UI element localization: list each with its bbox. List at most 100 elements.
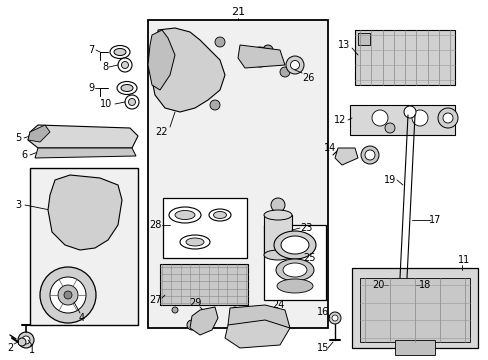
Circle shape: [263, 45, 272, 55]
Ellipse shape: [169, 207, 201, 223]
Circle shape: [209, 100, 220, 110]
Bar: [30, 168, 138, 325]
Circle shape: [64, 291, 72, 299]
Circle shape: [121, 62, 128, 68]
Polygon shape: [35, 148, 136, 158]
Circle shape: [169, 79, 181, 91]
Bar: [160, 264, 247, 305]
Polygon shape: [48, 175, 122, 250]
Text: 1: 1: [29, 345, 35, 355]
Circle shape: [437, 108, 457, 128]
Bar: [349, 105, 454, 135]
Text: 16: 16: [316, 307, 328, 317]
Circle shape: [411, 110, 427, 126]
Circle shape: [290, 60, 299, 69]
Circle shape: [406, 282, 412, 288]
Circle shape: [82, 207, 88, 213]
Bar: [354, 30, 454, 85]
Polygon shape: [152, 28, 224, 112]
Text: 12: 12: [333, 115, 346, 125]
Circle shape: [125, 95, 139, 109]
Ellipse shape: [114, 49, 126, 55]
Polygon shape: [190, 307, 218, 335]
Text: 14: 14: [323, 143, 335, 153]
Text: 7: 7: [88, 45, 94, 55]
Text: 10: 10: [100, 99, 112, 109]
Circle shape: [174, 52, 209, 88]
Text: 24: 24: [271, 300, 284, 310]
Text: 15: 15: [316, 343, 328, 353]
Bar: [359, 278, 469, 342]
Ellipse shape: [264, 250, 291, 260]
Bar: [394, 340, 434, 355]
Ellipse shape: [264, 210, 291, 220]
Circle shape: [364, 150, 374, 160]
Ellipse shape: [180, 235, 209, 249]
Circle shape: [270, 198, 285, 212]
Text: 13: 13: [337, 40, 349, 50]
Bar: [163, 198, 246, 258]
Circle shape: [403, 106, 415, 118]
Ellipse shape: [110, 45, 130, 59]
Text: 11: 11: [457, 255, 469, 265]
Text: 9: 9: [88, 83, 94, 93]
Text: 28: 28: [148, 220, 161, 230]
Circle shape: [186, 320, 197, 330]
Ellipse shape: [213, 212, 226, 219]
Circle shape: [331, 315, 337, 321]
Circle shape: [163, 73, 186, 97]
Polygon shape: [334, 148, 357, 165]
Circle shape: [387, 280, 397, 290]
Polygon shape: [224, 320, 289, 348]
Bar: [357, 33, 369, 45]
Text: 26: 26: [301, 73, 314, 83]
Polygon shape: [227, 305, 289, 332]
Polygon shape: [28, 125, 50, 142]
Circle shape: [249, 47, 269, 67]
Circle shape: [50, 277, 86, 313]
Ellipse shape: [121, 85, 133, 91]
Bar: [351, 268, 477, 348]
Polygon shape: [238, 45, 285, 68]
Circle shape: [172, 307, 178, 313]
Bar: [264, 225, 325, 300]
Text: 17: 17: [428, 215, 440, 225]
Circle shape: [280, 67, 289, 77]
Circle shape: [71, 196, 99, 224]
Circle shape: [18, 332, 34, 348]
Text: 3: 3: [15, 200, 21, 210]
Ellipse shape: [208, 209, 230, 221]
Circle shape: [182, 60, 202, 80]
Ellipse shape: [281, 236, 308, 254]
Circle shape: [254, 52, 264, 62]
Circle shape: [40, 267, 96, 323]
Circle shape: [94, 189, 106, 201]
Text: 8: 8: [102, 62, 108, 72]
Bar: [148, 20, 327, 328]
Ellipse shape: [276, 279, 312, 293]
Text: 19: 19: [383, 175, 395, 185]
Circle shape: [328, 312, 340, 324]
Text: 6: 6: [21, 150, 27, 160]
Circle shape: [403, 279, 415, 291]
Circle shape: [442, 113, 452, 123]
Text: 2: 2: [7, 343, 13, 353]
Ellipse shape: [275, 259, 313, 281]
Ellipse shape: [273, 231, 315, 259]
Circle shape: [371, 110, 387, 126]
Text: 18: 18: [418, 280, 430, 290]
Bar: [264, 215, 291, 255]
Circle shape: [18, 338, 26, 346]
Text: 29: 29: [188, 298, 201, 308]
Circle shape: [384, 123, 394, 133]
Text: 20: 20: [371, 280, 384, 290]
Text: 27: 27: [148, 295, 161, 305]
Polygon shape: [148, 30, 175, 90]
Circle shape: [77, 202, 93, 218]
Circle shape: [128, 99, 135, 105]
Text: 22: 22: [156, 127, 168, 137]
Ellipse shape: [185, 238, 203, 246]
Circle shape: [58, 285, 78, 305]
Text: 23: 23: [299, 223, 311, 233]
Ellipse shape: [175, 211, 195, 220]
